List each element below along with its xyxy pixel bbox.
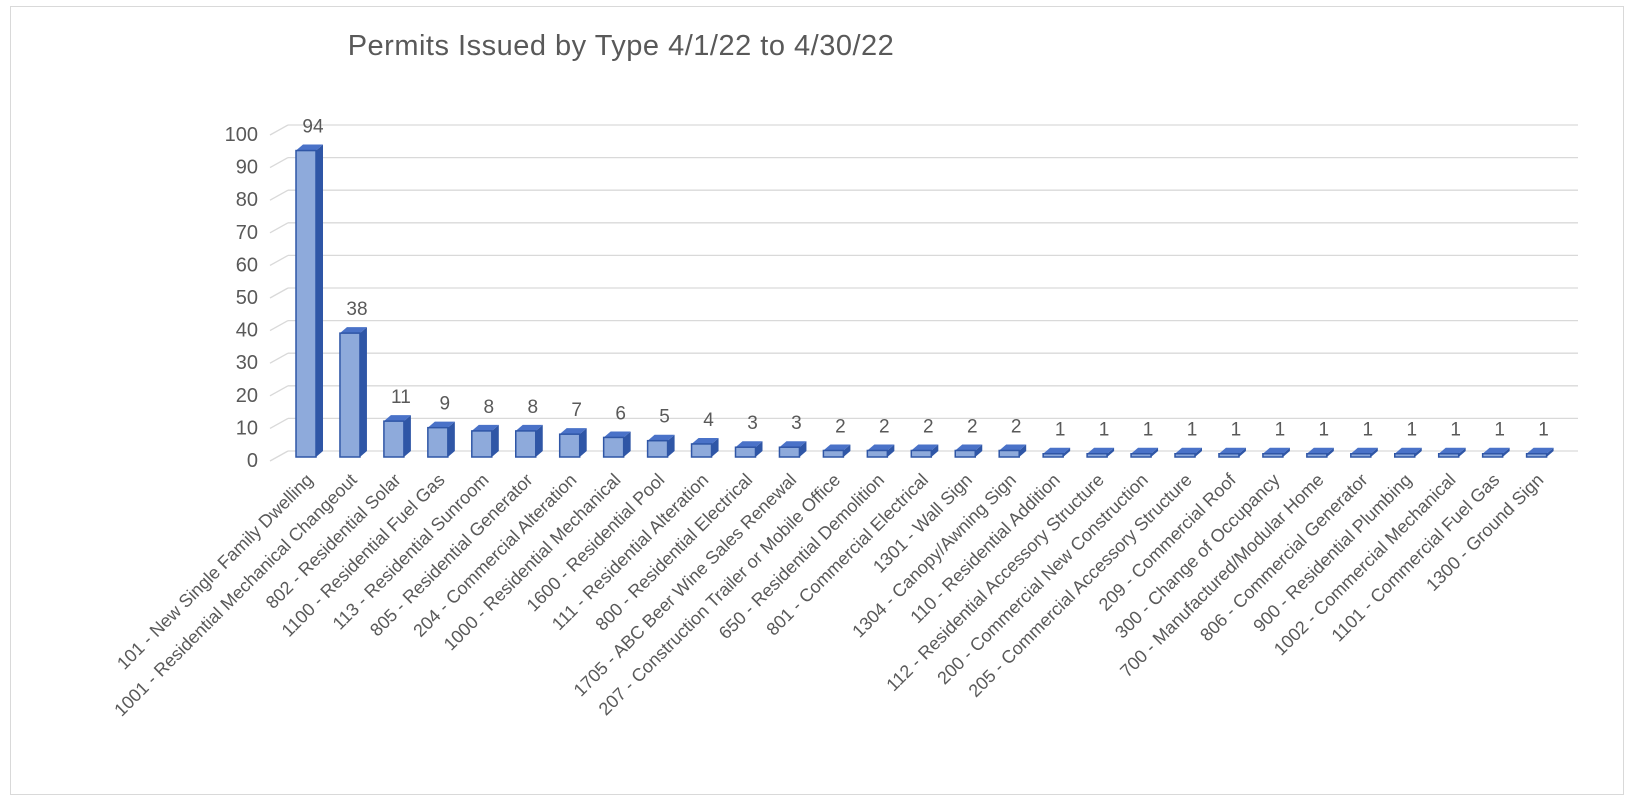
data-label: 2 [1011,416,1022,437]
y-tick-label: 20 [236,385,258,407]
gridline-diagonal [270,353,288,363]
data-label: 1 [1275,420,1286,441]
y-tick-label: 90 [236,157,258,179]
data-label: 8 [527,397,538,418]
data-label: 3 [747,413,758,434]
y-tick-label: 50 [236,287,258,309]
data-label: 1 [1099,420,1110,441]
bar [779,441,806,457]
data-label: 2 [879,416,890,437]
y-tick-label: 0 [247,450,258,472]
bar [648,435,675,457]
bar [911,444,938,457]
bar [1351,448,1378,457]
y-tick-label: 30 [236,352,258,374]
bar [1087,448,1114,457]
data-label: 2 [923,416,934,437]
bar [340,327,367,457]
gridline-diagonal [270,288,288,298]
data-label: 8 [484,397,495,418]
bar [1395,448,1422,457]
bar [736,441,763,457]
bar [472,425,499,457]
gridline-diagonal [270,223,288,233]
data-label: 2 [967,416,978,437]
bar [604,431,631,457]
gridline-diagonal [270,190,288,200]
data-label: 38 [346,299,367,320]
bar [1527,448,1554,457]
bar [823,444,850,457]
data-label: 4 [703,410,714,431]
y-tick-label: 60 [236,254,258,276]
data-label: 1 [1055,420,1066,441]
data-label: 6 [615,403,626,424]
bar [867,444,894,457]
gridline-diagonal [270,125,288,135]
bar [1131,448,1158,457]
bar [999,444,1026,457]
data-label: 1 [1406,420,1417,441]
data-label: 2 [835,416,846,437]
bar [692,438,719,457]
y-tick-label: 40 [236,320,258,342]
bar [1307,448,1334,457]
data-label: 1 [1450,420,1461,441]
data-label: 1 [1538,420,1549,441]
x-tick-label: 101 - New Single Family Dwelling [113,470,317,674]
bar [955,444,982,457]
gridline-diagonal [270,255,288,265]
y-tick-label: 10 [236,417,258,439]
data-label: 1 [1143,420,1154,441]
data-label: 1 [1494,420,1505,441]
bar [1219,448,1246,457]
bar [428,422,455,457]
gridlines [270,125,1578,461]
data-label: 1 [1319,420,1330,441]
bar [296,145,323,457]
y-axis-tick-labels: 0 10 20 30 40 50 60 70 80 90 100 [225,124,258,472]
bar [1043,448,1070,457]
bar [384,415,411,457]
data-label: 11 [391,387,411,408]
bar [1439,448,1466,457]
data-label: 7 [571,400,582,421]
gridline-diagonal [270,451,288,461]
bar [1175,448,1202,457]
data-label: 1 [1231,420,1242,441]
bar [516,425,543,457]
data-label: 1 [1363,420,1374,441]
bar [560,428,587,457]
bar [1483,448,1510,457]
data-label: 5 [659,407,670,428]
gridline-diagonal [270,386,288,396]
gridline-diagonal [270,418,288,428]
y-tick-label: 100 [225,124,258,146]
y-tick-label: 70 [236,222,258,244]
data-label: 3 [791,413,802,434]
gridline-diagonal [270,321,288,331]
data-label: 1 [1187,420,1198,441]
gridline-diagonal [270,158,288,168]
data-label: 94 [302,117,324,138]
data-label: 9 [440,394,451,415]
y-tick-label: 80 [236,189,258,211]
bar [1263,448,1290,457]
